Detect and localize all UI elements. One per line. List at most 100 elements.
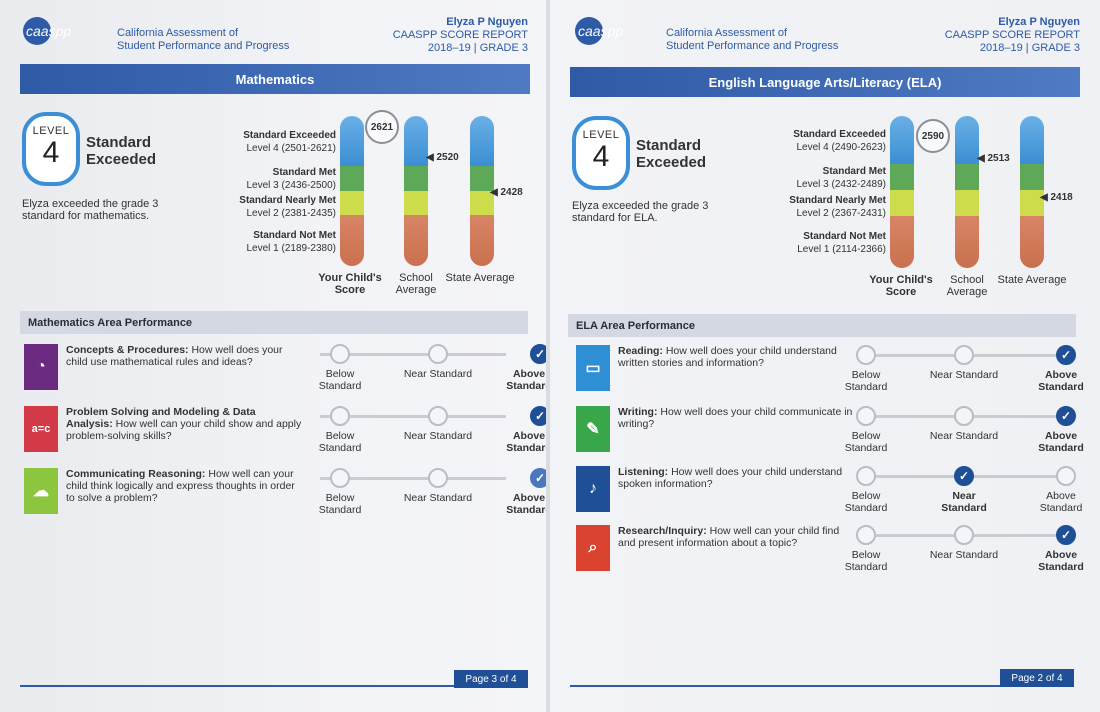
page-number: Page 2 of 4 xyxy=(1000,669,1074,687)
page-number: Page 3 of 4 xyxy=(454,670,528,688)
area-performance-header: Mathematics Area Performance xyxy=(20,311,528,334)
scale-label-near: Near Standard xyxy=(403,430,473,442)
claim-question: How well does your child use mathematica… xyxy=(66,344,283,368)
claim-title: Reading: xyxy=(618,345,663,357)
org-line-1: California Assessment of xyxy=(666,27,788,39)
level-description: Elyza exceeded the grade 3 standard for … xyxy=(572,200,709,224)
band-range: Level 3 (2432-2489) xyxy=(796,179,886,190)
dot-above-selected: ✓ xyxy=(530,344,546,364)
caaspp-logo: caaspp xyxy=(574,14,666,48)
org-line-1: California Assessment of xyxy=(117,27,239,39)
scale-label-below: Below Standard xyxy=(318,492,362,516)
student-name: Elyza P Nguyen xyxy=(998,16,1080,28)
level-word: LEVEL xyxy=(32,125,70,137)
state-score-marker: ◀ 2428 xyxy=(490,187,523,198)
state-score: 2428 xyxy=(500,187,523,198)
state-average-bar xyxy=(1020,116,1044,268)
band-label-level1: Standard Not Met Level 1 (2114-2366) xyxy=(797,230,886,256)
subject-banner: Mathematics xyxy=(20,64,530,94)
level-word: LEVEL xyxy=(582,129,620,141)
report-meta: Elyza P Nguyen CAASPP SCORE REPORT 2018–… xyxy=(945,16,1080,55)
level-name: Standard Exceeded xyxy=(86,134,157,168)
claim-title: Concepts & Procedures: xyxy=(66,344,189,356)
org-line-2: Student Performance and Progress xyxy=(117,40,290,52)
dot-near xyxy=(954,525,974,545)
dot-near xyxy=(954,406,974,426)
problem-solving-icon: a=c xyxy=(24,406,58,452)
dot-near-selected: ✓ xyxy=(954,466,974,486)
band-label-level2: Standard Nearly Met Level 2 (2381-2435) xyxy=(239,194,336,220)
claim-question: How well does your child communicate in … xyxy=(618,406,853,430)
level-number: 4 xyxy=(592,140,610,173)
dot-above-selected: ✓ xyxy=(530,468,546,488)
claim-row: ⌕ Research/Inquiry: How well can your ch… xyxy=(576,525,1086,581)
band-range: Level 1 (2189-2380) xyxy=(246,243,336,254)
scale-label-below: Below Standard xyxy=(844,490,888,514)
claim-title: Problem Solving and Modeling & Data Anal… xyxy=(66,406,256,430)
dot-near xyxy=(428,468,448,488)
col-label-school: School Average xyxy=(395,272,437,296)
claim-scale: ✓ Below Standard Near Standard Above Sta… xyxy=(845,345,1086,401)
band-name: Standard Nearly Met xyxy=(789,195,886,206)
footer-rule xyxy=(570,685,1000,687)
claim-question: How well can your child show and apply p… xyxy=(66,418,302,442)
dot-near xyxy=(428,344,448,364)
col-label-school: School Average xyxy=(946,274,988,298)
dot-below xyxy=(856,466,876,486)
ela-report-page: caaspp California Assessment of Student … xyxy=(550,0,1100,712)
child-score-bar xyxy=(890,116,914,268)
band-label-level3: Standard Met Level 3 (2436-2500) xyxy=(246,166,336,192)
claim-title: Communicating Reasoning: xyxy=(66,468,206,480)
org-line-2: Student Performance and Progress xyxy=(666,40,839,52)
scale-label-near: Near Standard xyxy=(403,368,473,380)
listening-icon: ♪ xyxy=(576,466,610,512)
school-score-marker: ◀ 2513 xyxy=(977,153,1010,164)
school-score-marker: ◀ 2520 xyxy=(426,152,459,163)
col-label-child: Your Child's Score xyxy=(318,272,382,296)
claim-scale: ✓ Below Standard Near Standard Above Sta… xyxy=(304,344,546,400)
year-grade: 2018–19 | GRADE 3 xyxy=(427,42,528,54)
state-average-bar xyxy=(470,116,494,266)
band-name: Standard Not Met xyxy=(253,230,336,241)
claim-question: How well does your child understand writ… xyxy=(618,345,837,369)
band-range: Level 2 (2367-2431) xyxy=(796,208,886,219)
dot-above-selected: ✓ xyxy=(1056,525,1076,545)
org-name: California Assessment of Student Perform… xyxy=(117,27,289,53)
claim-text: Listening: How well does your child unde… xyxy=(618,466,854,490)
claim-question: How well does your child understand spok… xyxy=(618,466,843,490)
logo-text: caaspp xyxy=(578,23,623,39)
claim-title: Listening: xyxy=(618,466,669,478)
band-name: Standard Not Met xyxy=(803,231,886,242)
col-label-child: Your Child's Score xyxy=(869,274,933,298)
band-range: Level 4 (2501-2621) xyxy=(246,143,336,154)
band-name: Standard Nearly Met xyxy=(239,195,336,206)
claim-text: Concepts & Procedures: How well does you… xyxy=(66,344,302,368)
scale-label-below: Below Standard xyxy=(844,369,888,393)
claim-row: ◔ Concepts & Procedures: How well does y… xyxy=(24,344,546,400)
claim-text: Reading: How well does your child unders… xyxy=(618,345,854,369)
scale-label-above: Above Standard xyxy=(1038,430,1084,454)
report-meta: Elyza P Nguyen CAASPP SCORE REPORT 2018–… xyxy=(393,16,528,55)
claim-scale: ✓ Below Standard Near Standard Above Sta… xyxy=(845,525,1086,581)
band-label-level2: Standard Nearly Met Level 2 (2367-2431) xyxy=(789,194,886,220)
claim-text: Writing: How well does your child commun… xyxy=(618,406,854,430)
child-score-marker: 2590 xyxy=(916,119,950,153)
child-score-marker: 2621 xyxy=(365,110,399,144)
dot-below xyxy=(856,525,876,545)
scale-label-near: Near Standard xyxy=(929,369,999,381)
dot-below xyxy=(856,345,876,365)
claim-text: Research/Inquiry: How well can your chil… xyxy=(618,525,854,549)
school-score: 2513 xyxy=(987,153,1010,164)
dot-near xyxy=(428,406,448,426)
band-range: Level 4 (2490-2623) xyxy=(796,142,886,153)
research-icon: ⌕ xyxy=(576,525,610,571)
claim-row: ✎ Writing: How well does your child comm… xyxy=(576,406,1086,462)
claim-scale: ✓ Below Standard Near Standard Above Sta… xyxy=(845,406,1086,462)
student-name: Elyza P Nguyen xyxy=(446,16,528,28)
claim-question: How well can your child think logically … xyxy=(66,468,295,504)
band-name: Standard Exceeded xyxy=(793,129,886,140)
band-range: Level 1 (2114-2366) xyxy=(797,244,886,255)
report-title: CAASPP SCORE REPORT xyxy=(392,29,528,41)
logo-text: caaspp xyxy=(26,23,71,39)
reasoning-icon: ☁ xyxy=(24,468,58,514)
